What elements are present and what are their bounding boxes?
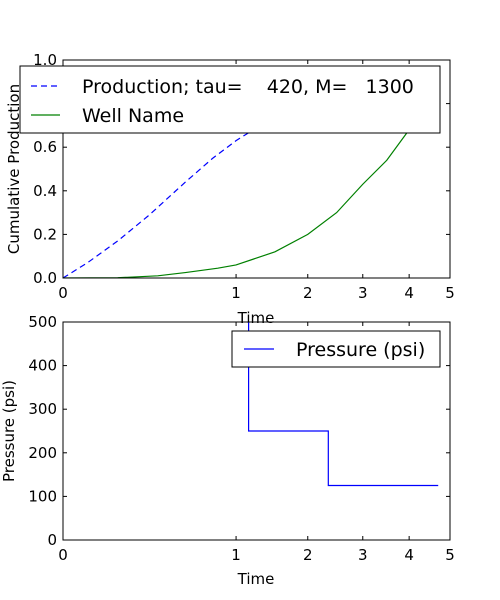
production-series-line-1 (63, 129, 410, 278)
pressure-y-tick-label: 200 (28, 444, 57, 462)
production-y-tick-label: 0.0 (33, 269, 57, 287)
production-x-tick-label: 4 (404, 284, 414, 302)
pressure-axes-frame (62, 321, 451, 541)
production-x-tick-label: 3 (358, 284, 368, 302)
production-y-tick-label: 0.4 (33, 182, 57, 200)
well-name-legend-label: Well Name (82, 105, 184, 127)
production-axes-frame (62, 59, 451, 279)
production-legend-label: Production; tau= 420, M= 1300 (82, 76, 414, 98)
pressure-x-tick-label: 1 (231, 546, 241, 564)
production-x-tick-label: 2 (303, 284, 313, 302)
pressure-x-tick-label: 2 (303, 546, 313, 564)
production-series-line-0 (63, 111, 283, 278)
pressure-series-line-0 (248, 322, 439, 487)
production-x-tick-label: 1 (231, 284, 241, 302)
pressure-chart: 0 1 2 3 4 5 0 100 200 300 400 500 Time Pressure (ps… (0, 313, 455, 588)
production-y-tick-label: 0.2 (33, 225, 57, 243)
production-legend-box (19, 65, 441, 134)
production-x-axis-label: Time (237, 309, 275, 327)
pressure-x-tick-label: 3 (358, 546, 368, 564)
pressure-y-axis-label: Pressure (psi) (0, 380, 18, 482)
pressure-x-axis-label: Time (237, 570, 275, 588)
production-y-tick-label: 0.6 (33, 138, 57, 156)
production-y-axis-label: Cumulative Production (5, 84, 23, 254)
pressure-y-tick-label: 0 (47, 531, 57, 549)
production-y-tick-label: 1.0 (33, 51, 57, 69)
pressure-legend: Pressure (psi) (231, 330, 441, 368)
pressure-y-tick-label: 500 (28, 313, 57, 331)
production-x-tick-label: 5 (445, 284, 455, 302)
pressure-x-tick-label: 4 (404, 546, 414, 564)
pressure-y-tick-label: 100 (28, 487, 57, 505)
pressure-y-tick-label: 400 (28, 357, 57, 375)
pressure-x-tick-label: 0 (58, 546, 68, 564)
pressure-x-tick-label: 5 (445, 546, 455, 564)
production-x-tick-label: 0 (58, 284, 68, 302)
production-legend: Production; tau= 420, M= 1300 Well Name (19, 65, 441, 134)
pressure-y-tick-label: 300 (28, 400, 57, 418)
pressure-legend-label: Pressure (psi) (296, 339, 425, 361)
